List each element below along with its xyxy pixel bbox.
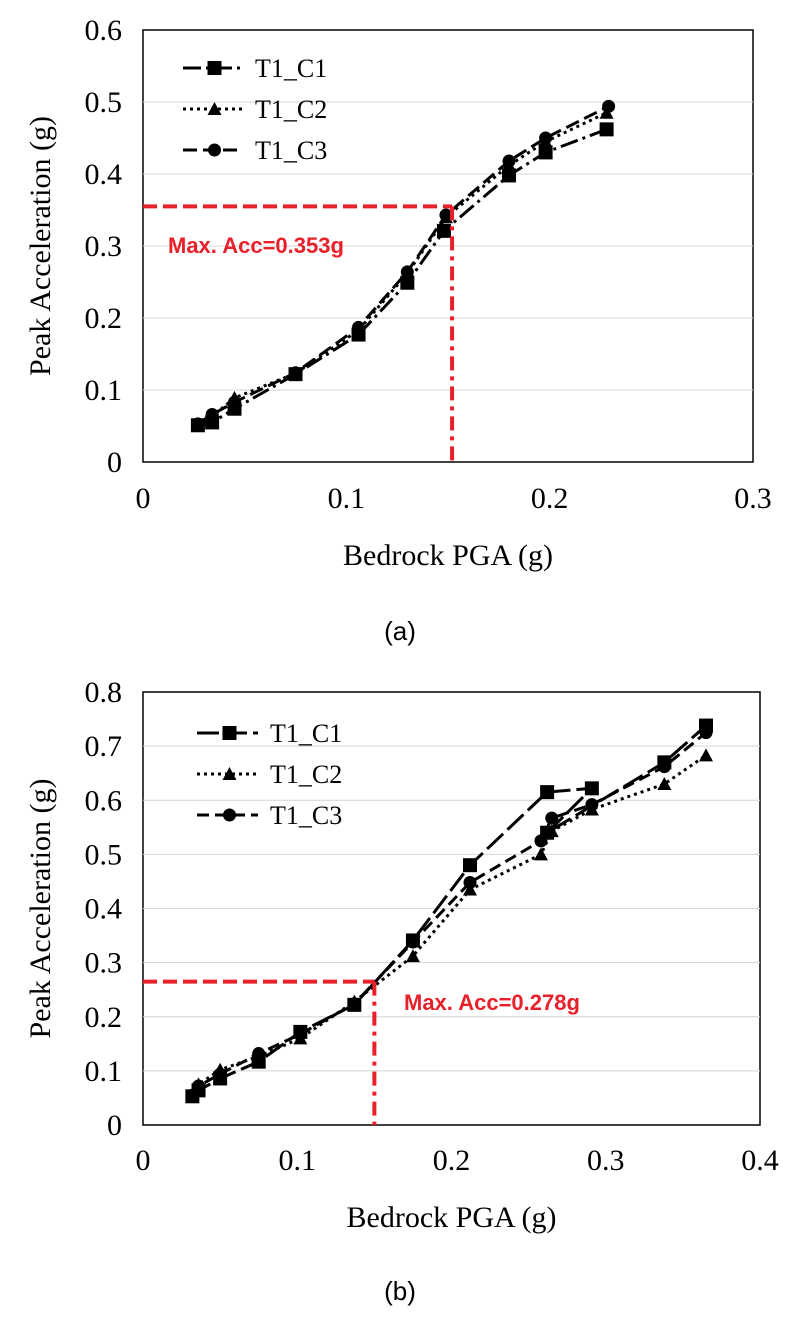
annotation-label: Max. Acc=0.278g <box>404 990 580 1015</box>
data-point <box>544 824 559 838</box>
legend-marker <box>207 102 222 115</box>
data-point <box>191 417 205 431</box>
data-point <box>657 777 672 791</box>
data-point <box>185 1088 199 1102</box>
legend-entry: T1_C3 <box>255 136 327 165</box>
x-tick-label: 0.1 <box>328 482 366 515</box>
legend-entry: T1_C3 <box>270 801 342 830</box>
data-point <box>584 781 599 796</box>
data-point <box>502 168 516 183</box>
chart-a: 0 0.1 0.2 0.3 0.4 0.5 0.6 0 0.1 0.2 0.3 Bedrock PGA… <box>24 14 772 646</box>
data-point <box>347 997 361 1011</box>
data-point <box>352 320 366 334</box>
legend-entry: T1_C2 <box>255 95 327 124</box>
data-point <box>252 1047 266 1061</box>
legend-marker <box>207 61 222 75</box>
y-tick-label: 0.5 <box>85 838 123 871</box>
legend-marker <box>222 726 237 740</box>
x-tick-label: 0.4 <box>741 1144 779 1177</box>
data-point <box>400 265 414 279</box>
x-axis-label: Bedrock PGA (g) <box>343 539 553 572</box>
x-tick-label: 0 <box>136 482 151 515</box>
x-tick-label: 0.3 <box>587 1144 625 1177</box>
data-point <box>289 366 302 380</box>
legend-marker <box>223 808 236 822</box>
x-axis-label: Bedrock PGA (g) <box>347 1201 557 1234</box>
series-line-t1-c1 <box>197 127 608 427</box>
x-tick-label: 0 <box>136 1144 151 1177</box>
chart-b: 0 0.1 0.2 0.3 0.4 0.5 0.6 0.7 0.8 0 0.1 0.2 0.3 0.4 Be… <box>24 676 779 1306</box>
legend-marker <box>222 767 237 780</box>
data-point <box>538 145 553 160</box>
figure-caption: (b) <box>384 1276 416 1306</box>
y-tick-label: 0 <box>107 446 122 479</box>
data-point <box>599 122 614 137</box>
y-axis-label: Peak Acceleration (g) <box>24 779 57 1039</box>
y-tick-label: 0.2 <box>85 302 123 335</box>
data-point <box>602 99 616 113</box>
data-point <box>213 1067 227 1081</box>
y-tick-label: 0.6 <box>85 14 123 47</box>
legend-entry: T1_C2 <box>270 760 342 789</box>
data-point <box>699 726 713 740</box>
y-tick-label: 0.7 <box>85 730 123 763</box>
legend-entry: T1_C1 <box>255 54 327 83</box>
data-point <box>657 760 671 774</box>
data-point <box>699 748 714 762</box>
y-tick-label: 0.6 <box>85 784 123 817</box>
data-point <box>539 131 553 145</box>
data-point <box>293 1027 307 1041</box>
legend-marker <box>208 143 221 157</box>
data-point <box>406 935 420 949</box>
y-tick-label: 0.3 <box>85 947 123 980</box>
x-tick-label: 0.2 <box>433 1144 471 1177</box>
data-point <box>439 208 453 222</box>
y-tick-label: 0.1 <box>85 374 123 407</box>
y-tick-label: 0.5 <box>85 86 123 119</box>
y-tick-label: 0 <box>107 1109 122 1142</box>
data-point <box>533 847 548 861</box>
data-point <box>205 407 219 421</box>
y-tick-label: 0.4 <box>85 158 123 191</box>
y-tick-label: 0.1 <box>85 1055 123 1088</box>
data-point <box>463 876 477 890</box>
y-axis-label: Peak Acceleration (g) <box>24 116 57 376</box>
y-tick-label: 0.8 <box>85 676 123 709</box>
data-point <box>463 882 478 896</box>
x-tick-label: 0.3 <box>734 482 772 515</box>
data-point <box>228 395 241 409</box>
series-line-t1-c3 <box>197 104 610 426</box>
figure-caption: (a) <box>384 616 416 646</box>
data-point <box>405 949 420 963</box>
legend-entry: T1_C1 <box>270 719 342 748</box>
y-tick-label: 0.3 <box>85 230 123 263</box>
annotation-label: Max. Acc=0.353g <box>168 233 344 258</box>
data-point <box>545 811 559 825</box>
data-point <box>463 858 478 873</box>
data-point <box>436 223 451 238</box>
y-tick-label: 0.2 <box>85 1001 123 1034</box>
data-point <box>585 798 599 812</box>
data-point <box>502 154 516 168</box>
data-point <box>540 785 555 800</box>
y-tick-label: 0.4 <box>85 893 123 926</box>
data-point <box>534 834 548 848</box>
data-point <box>192 1079 206 1093</box>
x-tick-label: 0.2 <box>531 482 569 515</box>
x-tick-label: 0.1 <box>279 1144 317 1177</box>
